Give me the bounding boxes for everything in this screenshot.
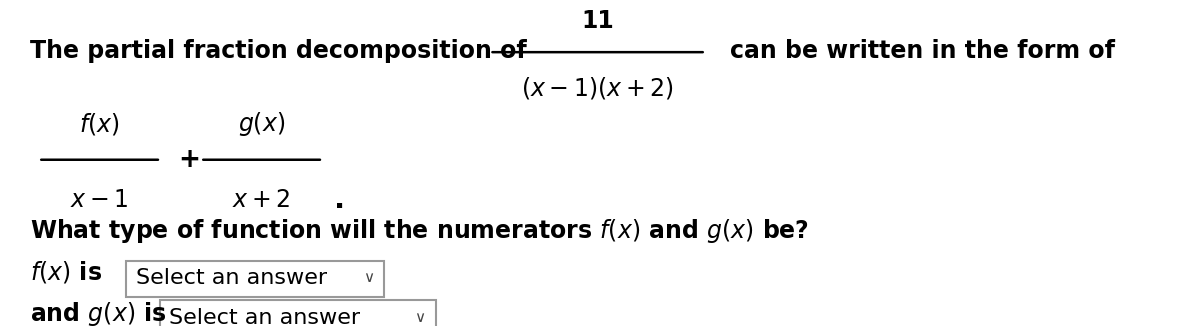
- Text: $g(x)$: $g(x)$: [238, 110, 286, 138]
- Text: .: .: [334, 186, 344, 215]
- FancyBboxPatch shape: [160, 300, 436, 326]
- Text: ∨: ∨: [414, 310, 426, 325]
- Text: Select an answer: Select an answer: [169, 308, 360, 326]
- Text: $x-1$: $x-1$: [71, 188, 128, 213]
- Text: What type of function will the numerators $f(x)$ and $g(x)$ be?: What type of function will the numerator…: [30, 217, 809, 245]
- Text: +: +: [179, 147, 200, 173]
- FancyBboxPatch shape: [126, 261, 384, 297]
- Text: 11: 11: [581, 9, 614, 33]
- Text: $f(x)$: $f(x)$: [79, 111, 120, 137]
- Text: The partial fraction decomposition of: The partial fraction decomposition of: [30, 38, 527, 63]
- Text: $f(x)$ is: $f(x)$ is: [30, 259, 102, 285]
- Text: and $g(x)$ is: and $g(x)$ is: [30, 300, 167, 326]
- Text: can be written in the form of: can be written in the form of: [730, 38, 1115, 63]
- Text: Select an answer: Select an answer: [136, 268, 326, 288]
- Text: $x+2$: $x+2$: [233, 188, 290, 213]
- Text: ∨: ∨: [362, 270, 374, 285]
- Text: $(x-1)(x+2)$: $(x-1)(x+2)$: [521, 75, 674, 101]
